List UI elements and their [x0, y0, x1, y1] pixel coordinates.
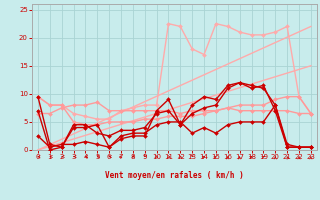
X-axis label: Vent moyen/en rafales ( km/h ): Vent moyen/en rafales ( km/h ) [105, 171, 244, 180]
